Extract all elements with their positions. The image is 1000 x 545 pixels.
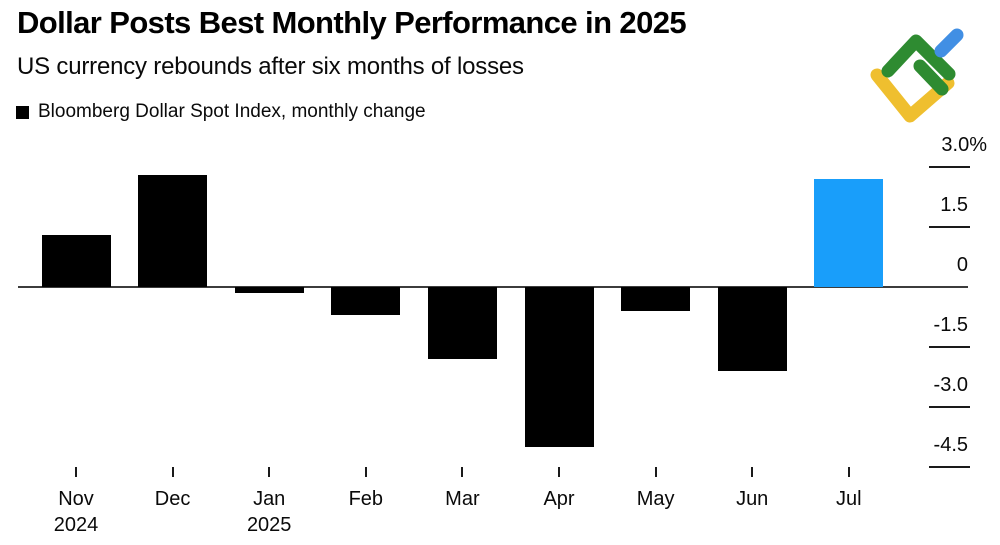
x-tick-line	[268, 467, 271, 477]
y-tick-line	[929, 466, 970, 468]
x-tick-line	[461, 467, 464, 477]
x-tick-label-apr: Apr	[543, 488, 575, 510]
x-tick-label-feb: Feb	[348, 488, 384, 510]
bar-jun	[717, 287, 787, 371]
x-tick-line	[654, 467, 657, 477]
bar-dec	[138, 175, 208, 287]
logo-green-inner	[913, 59, 949, 96]
chart-subtitle: US currency rebounds after six months of…	[17, 53, 524, 80]
x-tick-line	[847, 467, 850, 477]
x-tick-line	[558, 467, 560, 477]
x-tick-line	[364, 467, 367, 477]
bar-feb	[331, 287, 401, 315]
x-tick-label-jul: Jul	[836, 488, 862, 510]
y-tick-line	[929, 226, 970, 228]
bar-jan	[234, 287, 304, 293]
legend-swatch	[16, 105, 29, 119]
x-tick-label-jan: Jan	[253, 488, 286, 510]
x-tick-line	[171, 467, 174, 477]
litefinance-logo-icon	[870, 28, 964, 123]
y-tick-label: -1.5	[933, 314, 968, 336]
x-tick-line	[751, 467, 754, 477]
y-tick-label: 3.0%	[941, 134, 987, 156]
x-tick-label-jun: Jun	[736, 488, 769, 510]
x-year-label: 2025	[246, 514, 292, 536]
chart-legend: Bloomberg Dollar Spot Index, monthly cha…	[16, 101, 426, 123]
bar-mar	[427, 287, 497, 359]
x-tick-label-dec: Dec	[154, 488, 191, 510]
y-tick-label: 1.5	[940, 194, 968, 216]
logo-green-roof	[881, 34, 956, 81]
bar-apr	[524, 287, 594, 447]
bar-may	[621, 287, 691, 311]
y-tick-line	[929, 406, 970, 408]
y-tick-line	[929, 346, 970, 348]
x-tick-line	[75, 467, 77, 477]
bar-jul	[814, 179, 884, 287]
bar-nov	[41, 235, 111, 287]
y-tick-label: -4.5	[933, 434, 968, 456]
legend-label: Bloomberg Dollar Spot Index, monthly cha…	[38, 101, 426, 122]
y-tick-line	[929, 166, 970, 168]
y-tick-label: -3.0	[933, 374, 968, 396]
x-tick-label-nov: Nov	[58, 488, 94, 510]
logo-blue-tip	[934, 28, 964, 58]
y-tick-label: 0	[956, 254, 968, 276]
x-year-label: 2024	[53, 514, 99, 536]
page-title: Dollar Posts Best Monthly Performance in…	[17, 5, 687, 40]
x-tick-label-may: May	[636, 488, 675, 510]
x-tick-label-mar: Mar	[445, 488, 480, 510]
logo-yellow-check	[870, 68, 955, 123]
